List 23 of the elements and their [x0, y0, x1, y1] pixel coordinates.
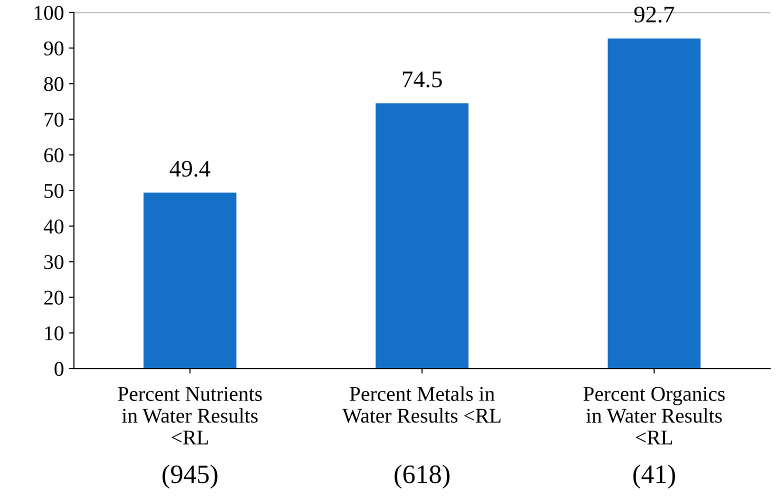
bar — [144, 192, 236, 369]
y-tick-label: 10 — [45, 326, 64, 340]
y-tick-label: 30 — [44, 255, 64, 270]
data-label: 49.4 — [170, 160, 210, 177]
y-tick-label: 80 — [44, 77, 64, 92]
y-tick-label: 0 — [54, 362, 64, 376]
x-tick-label: Percent Nutrients in Water Results <RL — [118, 386, 262, 444]
x-tick-label: Percent Metals in Water Results <RL — [342, 386, 500, 423]
y-tick-label: 60 — [44, 148, 64, 162]
y-tick-label: 20 — [44, 290, 64, 305]
y-tick-label: 50 — [44, 184, 64, 198]
bar — [376, 103, 468, 369]
y-tick-label: 40 — [44, 219, 64, 234]
text: (41) — [633, 464, 675, 489]
text: (618) — [394, 464, 450, 489]
bar — [608, 38, 701, 369]
y-tick-label: 100 — [34, 6, 64, 20]
data-label: 74.5 — [402, 72, 442, 88]
y-tick-label: 90 — [44, 41, 64, 56]
data-label: 92.7 — [634, 6, 674, 23]
y-tick-label: 70 — [44, 112, 64, 127]
x-tick-label: Percent Organics in Water Results <RL — [584, 386, 725, 444]
text: (945) — [162, 464, 218, 489]
